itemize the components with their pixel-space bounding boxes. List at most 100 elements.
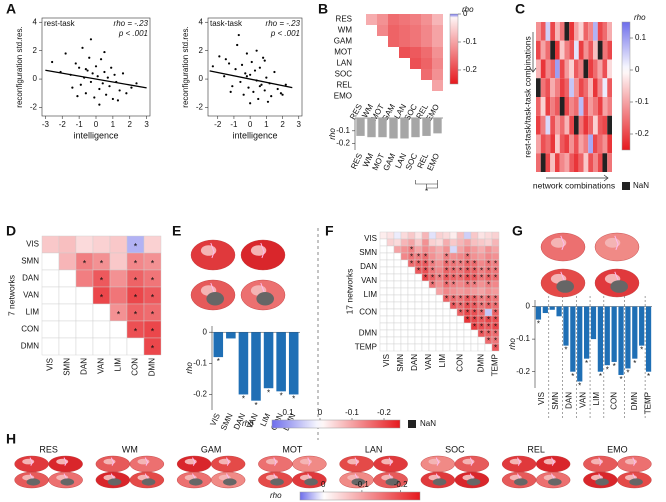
point — [78, 66, 81, 69]
empty-cell — [393, 287, 402, 296]
heatmap-cell — [399, 14, 410, 25]
empty-cell — [400, 315, 409, 324]
point — [96, 75, 99, 78]
x-tick-label: 1 — [264, 120, 269, 129]
empty-cell — [379, 287, 388, 296]
significance-mark: * — [254, 401, 257, 410]
empty-cell — [421, 336, 430, 345]
point — [223, 75, 226, 78]
empty-cell — [449, 329, 458, 338]
point — [237, 33, 240, 37]
significance-mark: * — [480, 295, 483, 304]
heatmap-cell — [393, 231, 402, 240]
significance-mark: * — [445, 274, 448, 283]
heatmap-cell — [597, 59, 603, 79]
empty-cell — [379, 252, 388, 261]
significance-mark: * — [459, 274, 462, 283]
empty-cell — [414, 308, 423, 317]
point — [51, 60, 54, 64]
annotation: rho = -.23 — [114, 19, 149, 28]
empty-cell — [428, 329, 437, 338]
heatmap-cell — [602, 134, 608, 154]
significance-mark: * — [494, 316, 497, 325]
heatmap-cell — [410, 58, 421, 69]
point — [105, 93, 108, 96]
point — [239, 80, 242, 84]
brain-sulcus — [110, 457, 115, 466]
heatmap-cell — [593, 59, 598, 79]
significance-mark: * — [459, 267, 462, 276]
significance-mark: * — [473, 274, 476, 283]
heatmap-cell — [564, 59, 570, 79]
significance-mark: * — [452, 281, 455, 290]
point — [258, 66, 261, 69]
nan-label: NaN — [420, 419, 436, 428]
significance-mark: * — [410, 246, 413, 255]
bar — [563, 306, 569, 346]
point — [94, 65, 98, 68]
point — [98, 87, 101, 91]
significance-mark: * — [452, 295, 455, 304]
empty-cell — [41, 286, 60, 305]
significance-mark: * — [424, 253, 427, 262]
row-label: CON — [359, 308, 377, 317]
heatmap-cell — [593, 40, 598, 60]
empty-cell — [75, 320, 94, 339]
heatmap-cell — [143, 235, 162, 254]
heatmap-cell — [536, 59, 541, 79]
y-tick-label: -2 — [196, 103, 204, 112]
empty-cell — [400, 301, 409, 310]
heatmap-cell — [607, 40, 612, 60]
empty-cell — [428, 336, 437, 345]
empty-cell — [386, 315, 395, 324]
empty-cell — [379, 245, 388, 254]
significance-mark: * — [267, 388, 270, 397]
empty-cell — [435, 315, 444, 324]
heatmap-cell — [400, 245, 409, 254]
heatmap-cell — [456, 238, 465, 247]
empty-cell — [456, 329, 465, 338]
brain-sulcus — [225, 457, 230, 466]
x-tick-label: TEMP — [644, 392, 653, 414]
heatmap-cell — [588, 78, 593, 97]
panel-label: A — [6, 1, 16, 17]
heatmap-cell — [578, 59, 584, 79]
col-label: SMN — [63, 358, 72, 376]
empty-cell — [456, 336, 465, 345]
heatmap-cell — [377, 14, 388, 25]
heatmap-cell — [588, 115, 593, 135]
y-tick-label: -0.1 — [193, 358, 207, 367]
point — [263, 89, 266, 92]
row-label: WM — [338, 26, 353, 35]
plot-title: task-task — [210, 19, 243, 28]
empty-cell — [428, 343, 437, 352]
heatmap-cell — [574, 78, 579, 97]
empty-cell — [393, 273, 402, 282]
point — [76, 95, 79, 98]
significance-mark: * — [466, 253, 469, 262]
heatmap-cell — [421, 14, 432, 25]
y-tick-label: 4 — [199, 17, 204, 26]
heatmap-cell — [484, 245, 493, 254]
medial-wall — [256, 292, 275, 306]
empty-cell — [393, 322, 402, 331]
heatmap-cell — [559, 115, 565, 135]
point — [244, 72, 247, 75]
heatmap-cell — [386, 231, 395, 240]
empty-cell — [386, 308, 395, 317]
row-label: DMN — [359, 329, 377, 338]
row-label: LIM — [364, 290, 378, 299]
point — [249, 73, 252, 76]
heatmap-cell — [432, 25, 443, 36]
medial-wall — [629, 478, 643, 486]
point — [258, 85, 261, 88]
panel-label: B — [318, 1, 328, 17]
heatmap-cell — [400, 252, 409, 261]
row-label: EMO — [334, 92, 352, 101]
heatmap-cell — [58, 235, 77, 254]
heatmap-cell — [569, 22, 574, 41]
map-title: EMO — [607, 444, 628, 454]
heatmap-cell — [583, 153, 589, 172]
heatmap-cell — [583, 134, 589, 154]
heatmap-cell — [583, 97, 589, 116]
